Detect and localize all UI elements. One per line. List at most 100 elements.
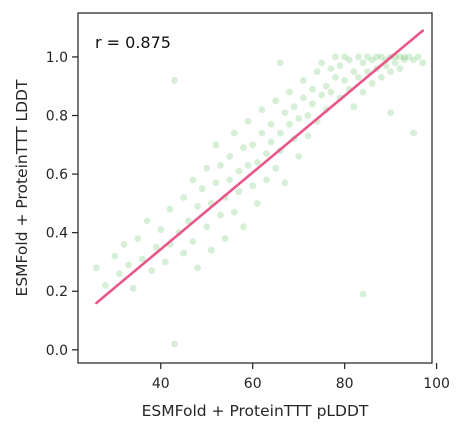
data-point [396,53,404,61]
data-point [263,176,270,184]
data-point [207,246,215,254]
data-point [290,103,298,111]
y-tick-label: 0.6 [46,167,68,183]
data-point [304,132,312,140]
y-tick-label: 0.8 [46,109,68,125]
data-point [267,120,275,128]
data-point [272,164,280,172]
data-point [230,129,238,137]
data-point [364,53,371,61]
data-point [253,159,261,166]
data-point [387,68,394,75]
data-point [309,85,316,93]
data-point [355,74,362,81]
data-point [286,120,293,128]
data-point [180,249,188,257]
data-point [396,65,404,72]
data-point [217,161,224,169]
data-point [299,77,307,84]
data-point [318,91,326,99]
data-point [235,188,243,196]
data-point [203,164,211,172]
data-point [171,340,178,348]
data-point [240,223,247,231]
data-point [345,56,353,64]
data-point [299,94,307,102]
data-point [410,56,417,64]
data-point [198,185,206,193]
data-point [240,144,247,152]
data-point [364,68,371,75]
data-point [286,88,293,96]
data-point [120,241,128,248]
data-point [281,179,289,187]
data-point [368,79,376,87]
y-tick-label: 0.2 [46,284,68,300]
x-tick-label: 80 [336,376,354,392]
data-point [212,141,220,149]
data-point [350,103,358,111]
data-point [387,109,394,116]
data-point [230,208,238,216]
data-point [184,217,192,225]
axes-layer: 40 60 80 100 0.0 0.2 0.4 0.6 0.8 1.0 [46,12,450,392]
data-point [401,53,408,61]
data-point [171,77,178,84]
data-point [194,264,201,272]
y-tick-label: 0.0 [46,343,68,359]
data-point [313,68,321,75]
data-point [139,255,146,263]
data-point [359,88,367,96]
data-point [276,129,284,137]
x-tick-label: 60 [244,376,262,392]
data-point [327,65,335,72]
y-axis-label: ESMFold + ProteinTTT LDDT [13,79,31,296]
data-point [332,74,339,81]
data-point [276,59,284,67]
plot-frame [77,12,433,364]
data-point [162,258,169,266]
data-point [157,226,165,234]
points-layer [93,53,427,348]
data-point [281,109,289,116]
data-point [116,270,123,278]
data-point [129,284,137,292]
data-point [111,252,119,260]
data-point [414,53,422,61]
data-point [249,141,257,149]
data-point [359,59,367,67]
data-point [194,202,201,210]
data-point [134,235,142,242]
x-tick-label: 40 [152,376,170,392]
data-point [226,153,234,160]
data-point [295,115,303,122]
y-tick-label: 0.4 [46,226,68,242]
data-point [189,238,197,245]
data-point [217,211,224,219]
x-tick-label: 100 [423,376,450,392]
data-point [322,82,330,90]
data-point [125,261,132,269]
data-point [226,176,234,184]
correlation-annotation: r = 0.875 [95,33,171,52]
data-point [244,118,252,125]
data-point [203,223,211,231]
data-point [189,176,197,184]
data-point [253,200,261,207]
data-point [378,53,385,61]
data-point [152,243,160,251]
data-point [401,56,408,64]
data-point [341,77,348,84]
data-point [304,112,312,119]
data-point [336,62,344,70]
data-point [235,167,243,175]
data-point [93,264,100,272]
fit-line-layer [95,29,425,305]
data-point [350,68,358,75]
data-point [166,205,174,213]
data-point [295,153,303,160]
data-point [263,150,270,158]
data-point [244,161,252,169]
fit-line [95,29,425,305]
data-point [391,59,399,67]
